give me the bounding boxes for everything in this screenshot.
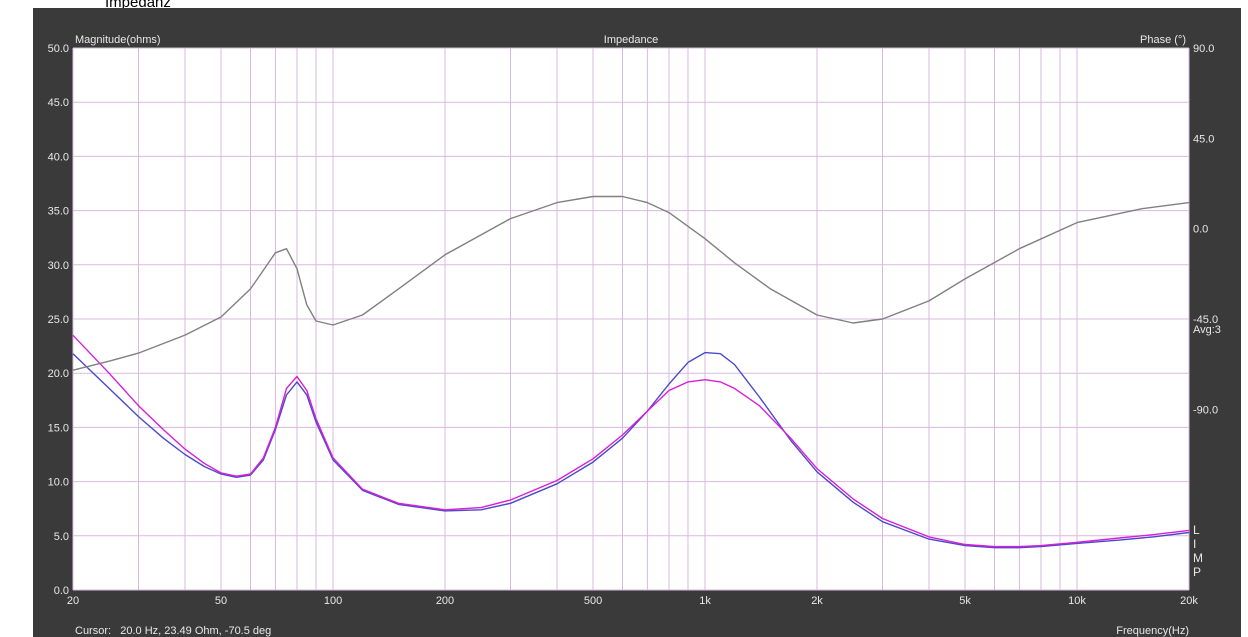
x-tick-label: 10k xyxy=(1068,595,1086,607)
y-axis-label: Magnitude(ohms) xyxy=(75,34,161,46)
y-tick-label: 45.0 xyxy=(48,97,69,109)
side-letter: P xyxy=(1193,565,1201,579)
y-tick-label: 30.0 xyxy=(48,260,69,272)
y-tick-label: 10.0 xyxy=(48,477,69,489)
x-tick-label: 50 xyxy=(215,595,227,607)
side-letter: L xyxy=(1193,523,1200,537)
y-tick-label: 25.0 xyxy=(48,314,69,326)
y2-tick-label: 0.0 xyxy=(1193,224,1208,236)
chart-frame: Magnitude(ohms) Impedance Phase (°) 0.0 5… xyxy=(33,8,1241,637)
y-tick-label: 15.0 xyxy=(48,422,69,434)
cursor-readout: Cursor: 20.0 Hz, 23.49 Ohm, -70.5 deg xyxy=(75,625,271,637)
x-tick-label: 20 xyxy=(67,595,79,607)
y2-tick-label: -90.0 xyxy=(1193,404,1218,416)
x-axis-label: Frequency(Hz) xyxy=(1116,625,1189,637)
x-tick-label: 20k xyxy=(1180,595,1198,607)
x-tick-label: 5k xyxy=(959,595,971,607)
chart-title: Impedance xyxy=(604,34,658,46)
y-tick-label: 50.0 xyxy=(48,43,69,55)
x-tick-label: 500 xyxy=(584,595,602,607)
x-tick-label: 100 xyxy=(324,595,342,607)
avg-label: Avg:3 xyxy=(1193,324,1221,336)
y2-axis-label: Phase (°) xyxy=(1140,34,1186,46)
y-tick-label: 5.0 xyxy=(54,531,69,543)
y-tick-label: 35.0 xyxy=(48,206,69,218)
x-tick-label: 1k xyxy=(699,595,711,607)
y-tick-label: 40.0 xyxy=(48,151,69,163)
y2-tick-label: 45.0 xyxy=(1193,133,1214,145)
side-letter: M xyxy=(1193,551,1203,565)
x-tick-label: 200 xyxy=(436,595,454,607)
impedance-chart: Magnitude(ohms) Impedance Phase (°) 0.0 5… xyxy=(33,8,1241,637)
y-tick-label: 20.0 xyxy=(48,368,69,380)
y2-tick-label: 90.0 xyxy=(1193,43,1214,55)
side-letter: I xyxy=(1193,537,1196,551)
x-tick-label: 2k xyxy=(811,595,823,607)
